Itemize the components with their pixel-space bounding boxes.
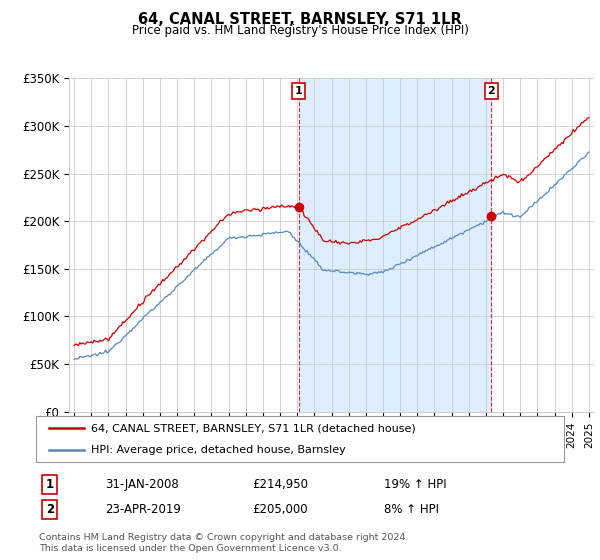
Text: £205,000: £205,000 <box>252 503 308 516</box>
Text: 8% ↑ HPI: 8% ↑ HPI <box>384 503 439 516</box>
Text: 1: 1 <box>46 478 54 491</box>
Text: £214,950: £214,950 <box>252 478 308 491</box>
Bar <box>299 78 491 412</box>
Text: Contains HM Land Registry data © Crown copyright and database right 2024.
This d: Contains HM Land Registry data © Crown c… <box>39 533 409 553</box>
Text: 19% ↑ HPI: 19% ↑ HPI <box>384 478 446 491</box>
Text: 2: 2 <box>488 86 495 96</box>
Text: 23-APR-2019: 23-APR-2019 <box>105 503 181 516</box>
Text: Price paid vs. HM Land Registry's House Price Index (HPI): Price paid vs. HM Land Registry's House … <box>131 24 469 36</box>
Text: 64, CANAL STREET, BARNSLEY, S71 1LR (detached house): 64, CANAL STREET, BARNSLEY, S71 1LR (det… <box>91 423 416 433</box>
Text: 64, CANAL STREET, BARNSLEY, S71 1LR: 64, CANAL STREET, BARNSLEY, S71 1LR <box>138 12 462 27</box>
Text: HPI: Average price, detached house, Barnsley: HPI: Average price, detached house, Barn… <box>91 445 346 455</box>
Text: 2: 2 <box>46 503 54 516</box>
Text: 31-JAN-2008: 31-JAN-2008 <box>105 478 179 491</box>
Text: 1: 1 <box>295 86 302 96</box>
